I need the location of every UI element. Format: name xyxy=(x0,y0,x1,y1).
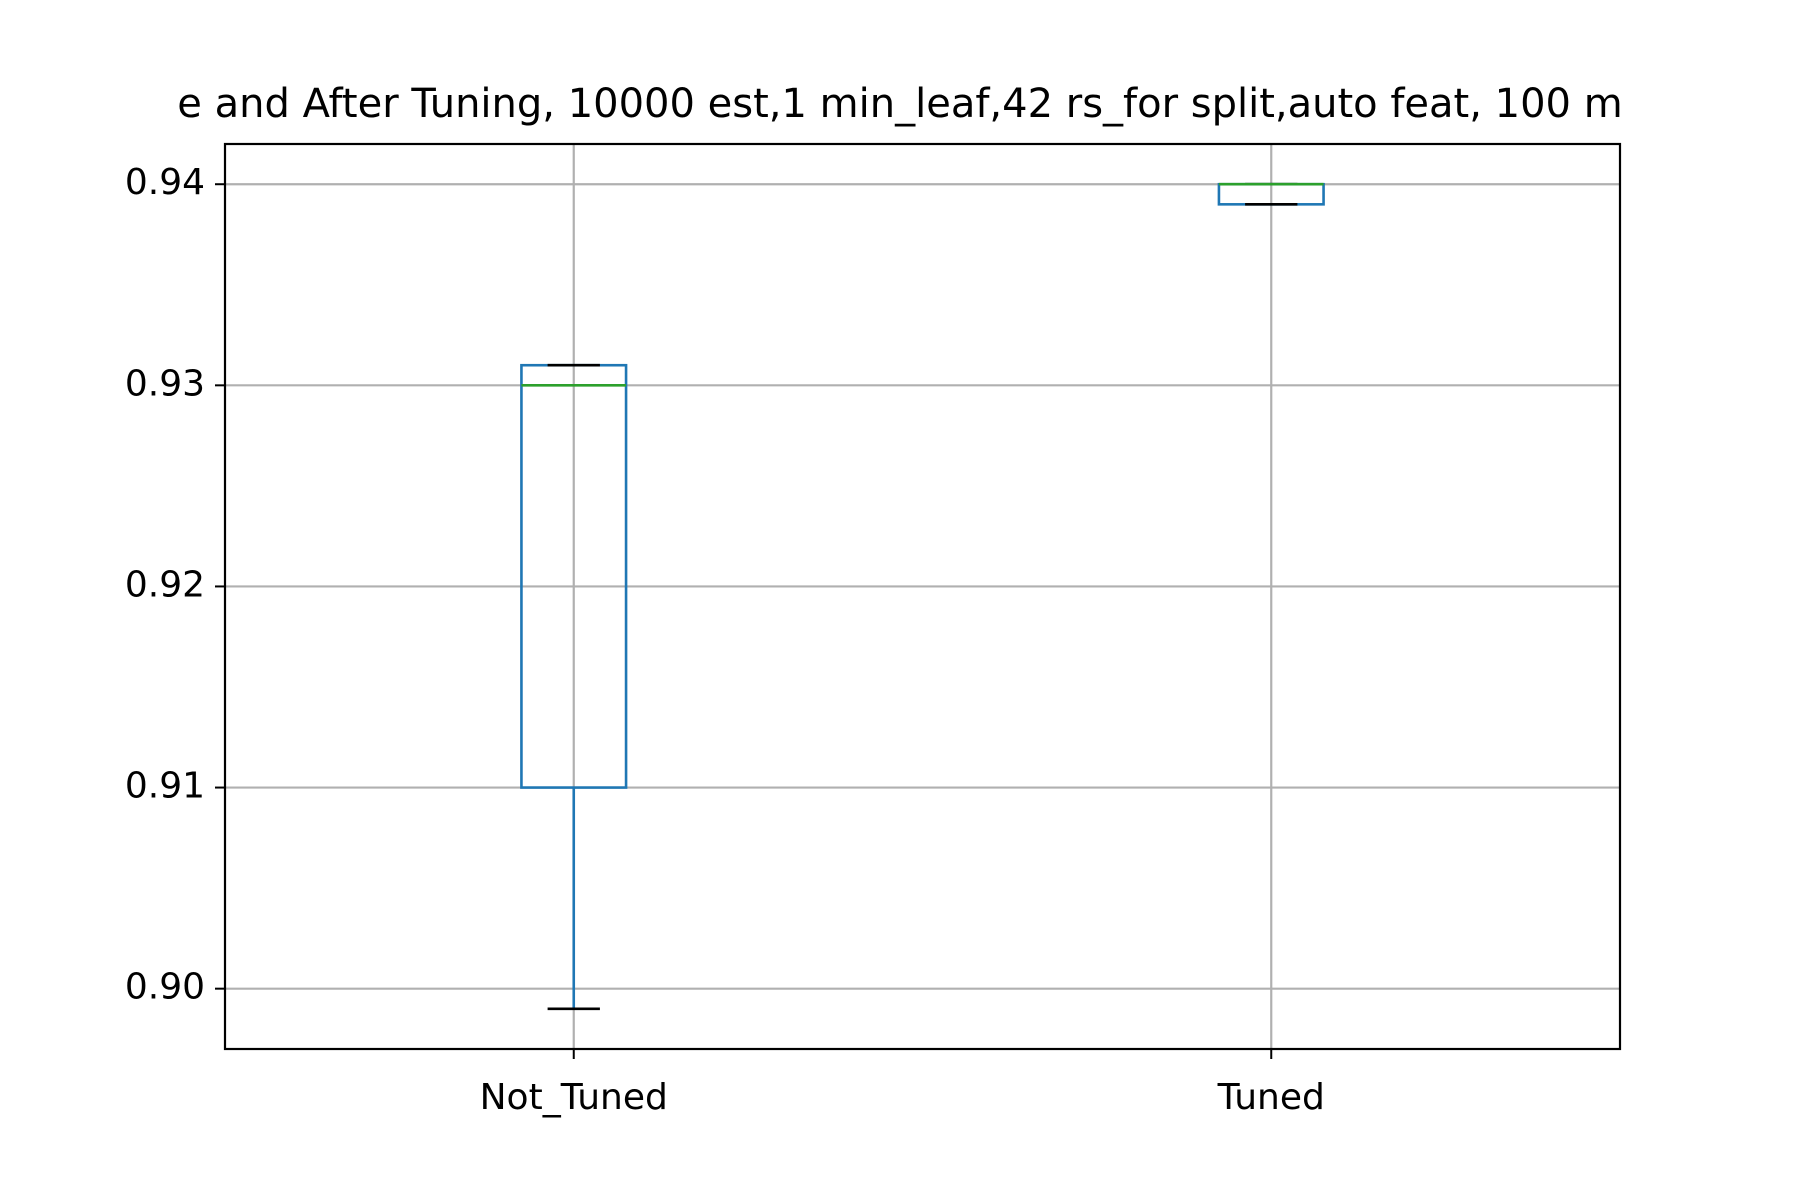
plot-frame xyxy=(223,142,1622,1051)
grid-lines xyxy=(225,144,1620,1049)
y-tick-label: 0.93 xyxy=(125,363,205,404)
y-tick-label: 0.94 xyxy=(125,162,205,203)
y-tick-label: 0.91 xyxy=(125,766,205,807)
box-not-tuned xyxy=(520,363,628,1011)
x-tick-label: Tuned xyxy=(1217,1077,1325,1118)
y-tick-label: 0.92 xyxy=(125,564,205,605)
box-tuned xyxy=(1217,182,1325,206)
box-series xyxy=(520,182,1325,1011)
y-tick-label: 0.90 xyxy=(125,967,205,1008)
x-tick-label: Not_Tuned xyxy=(480,1077,668,1118)
axis-ticks: 0.90 0.91 0.92 0.93 0.94 Not_Tuned Tuned xyxy=(125,162,1325,1118)
chart-title: e and After Tuning, 10000 est,1 min_leaf… xyxy=(177,81,1622,127)
